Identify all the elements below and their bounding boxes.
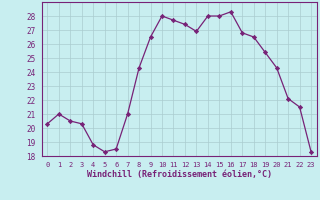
X-axis label: Windchill (Refroidissement éolien,°C): Windchill (Refroidissement éolien,°C) [87,170,272,179]
